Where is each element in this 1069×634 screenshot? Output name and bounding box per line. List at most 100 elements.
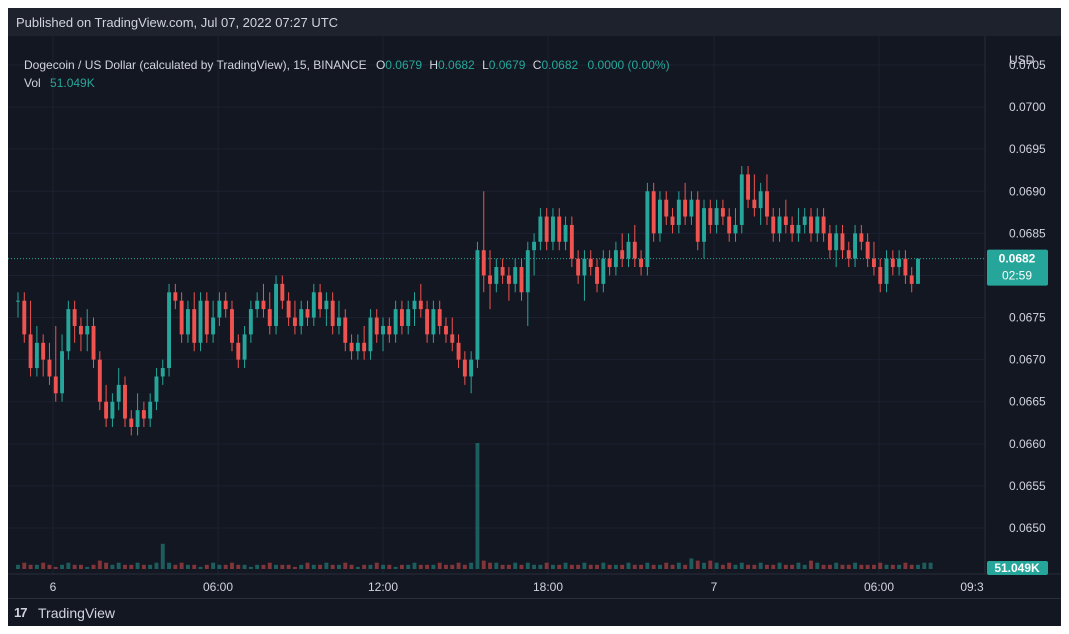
candle-body [714,208,719,225]
x-tick-label: 09:3 [960,580,984,594]
candle-body [255,300,260,310]
candle-body [431,309,436,335]
candle-body [815,216,820,234]
candle-body [519,267,524,293]
price-chart[interactable]: 0.07050.07000.06950.06900.06850.06800.06… [8,36,1061,598]
volume-bar [192,564,197,569]
volume-bar [412,562,417,569]
candle [462,351,467,385]
volume-bar [481,560,486,569]
candle-body [362,342,367,352]
volume-bar [551,564,555,569]
candle-body [802,216,807,225]
candle [261,283,266,318]
candle [607,250,612,276]
candle-body [236,342,241,360]
volume-bar [916,564,920,569]
candle [299,300,304,335]
volume-bar [286,564,291,569]
volume-bar [783,564,788,569]
candle [708,199,713,234]
legend-h-value: 0.0682 [438,58,475,72]
volume-bar [494,562,499,569]
candle-body [381,325,385,335]
candle [871,241,876,276]
candle [217,292,222,326]
currency-label[interactable]: USD [1009,53,1035,67]
chart-widget: Published on TradingView.com, Jul 07, 20… [8,8,1061,626]
candle [903,250,908,284]
candle-body [305,309,310,318]
candle [255,292,260,318]
volume-bar [802,564,807,569]
last-price-badge: 0.0682 02:59 [987,249,1048,286]
candle [878,258,883,293]
candle [66,300,71,360]
volume-bar [78,564,83,569]
volume-bar [827,564,832,569]
candle [185,300,190,343]
candle-body [506,275,511,284]
candle [368,309,373,360]
candle-body [639,258,644,268]
tradingview-logo-icon: 17 [14,605,28,620]
legend-o-label: O [376,58,385,72]
candle-body [557,216,562,242]
candle [28,300,33,377]
candle [330,292,335,335]
candle [204,292,209,343]
candle-body [595,267,599,284]
candle-body [450,334,455,343]
volume-bar [248,566,253,569]
candle-body [343,317,348,343]
candle [72,300,77,343]
volume-bar [230,562,234,569]
volume-bar [223,564,228,569]
candle-body [746,174,751,200]
candle [450,317,455,352]
time-axis[interactable]: 6 06:00 12:00 18:00 7 06:00 09:3 [50,580,984,594]
volume-bar [809,560,813,569]
candle [651,182,656,242]
candle [525,241,530,326]
y-tick-label: 0.0650 [1009,521,1046,535]
volume-bar [588,564,593,569]
volume-bar [689,558,694,569]
volume-bar [280,564,285,569]
candle [192,292,197,352]
volume-bar [595,564,599,569]
volume-bar [645,562,650,569]
candle-body [85,325,90,335]
candle [230,300,234,352]
candle [78,317,83,352]
candle [167,283,171,377]
volume-bar [582,562,587,569]
volume-badge: 51.049K [987,561,1048,575]
candle [481,191,486,293]
volume-bar [47,564,52,569]
volume-bar [349,564,354,569]
candle-body [406,309,411,326]
candle-body [78,325,83,335]
candle-body [821,216,826,234]
y-tick-label: 0.0665 [1009,395,1046,409]
candle [47,342,52,385]
candle [821,208,826,242]
candle-body [444,325,448,335]
volume-bar [305,562,310,569]
volume-bar [242,564,247,569]
volume-bar [123,564,127,569]
legend-vol-value: 51.049K [50,76,95,90]
candle [664,191,669,225]
volume-bar [154,562,159,569]
candle [286,292,291,326]
volume-bar [702,562,706,569]
candle [318,283,323,318]
candle-body [809,216,813,234]
volume-bar [116,562,121,569]
candle [91,317,96,369]
candle-body [645,191,650,268]
volume-bar [53,566,58,569]
candle [727,208,732,242]
candle-body [739,174,744,225]
